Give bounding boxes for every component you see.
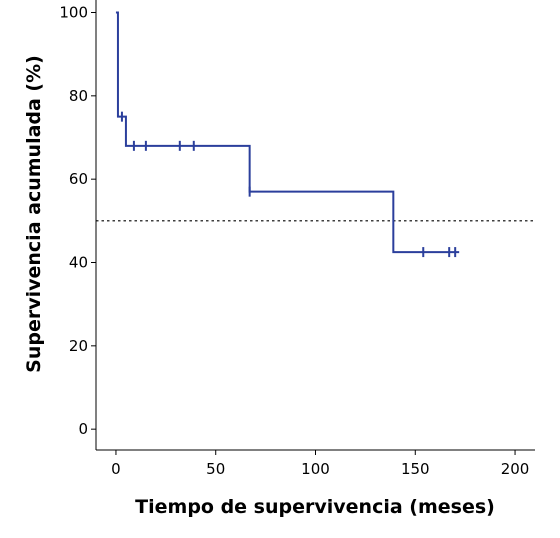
y-tick-label: 40: [69, 254, 88, 272]
y-tick-label: 60: [69, 170, 88, 188]
x-tick-label: 50: [206, 460, 225, 478]
y-tick-label: 20: [69, 337, 88, 355]
x-axis-title: Tiempo de supervivencia (meses): [135, 496, 495, 518]
x-tick-label: 100: [301, 460, 330, 478]
y-tick-label: 0: [78, 420, 88, 438]
x-tick-label: 0: [111, 460, 121, 478]
x-tick-label: 150: [401, 460, 430, 478]
y-tick-label: 80: [69, 87, 88, 105]
axes-layer: 0 20 40 60 80 100 0 50 100 150 200: [59, 0, 535, 478]
series-layer: [115, 11, 460, 258]
y-axis-title: Supervivencia acumulada (%): [23, 55, 45, 373]
x-tick-label: 200: [501, 460, 530, 478]
survival-curve: [115, 11, 460, 254]
y-tick-label: 100: [59, 4, 88, 22]
